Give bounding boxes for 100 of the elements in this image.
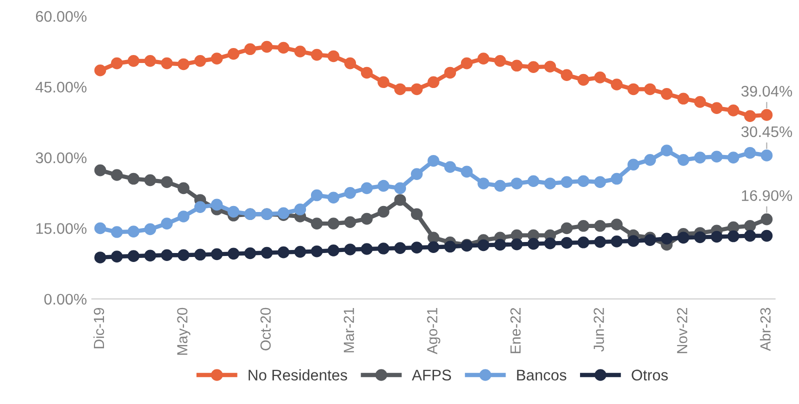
point — [228, 48, 240, 60]
point — [260, 40, 273, 53]
point — [128, 250, 140, 262]
point — [560, 236, 573, 249]
point — [210, 198, 223, 211]
point — [644, 234, 656, 246]
point — [394, 83, 406, 96]
point — [428, 154, 440, 167]
point — [94, 252, 106, 264]
point — [610, 78, 623, 90]
point — [510, 238, 523, 250]
point — [328, 218, 340, 230]
x-tick-label: Mar-21 — [344, 308, 354, 352]
point — [578, 236, 590, 248]
point — [428, 241, 440, 254]
point — [110, 169, 123, 181]
point — [760, 213, 773, 226]
point — [410, 168, 423, 180]
point — [478, 52, 490, 64]
data-label: 39.04% — [741, 86, 792, 97]
point — [694, 96, 706, 108]
point — [727, 230, 740, 242]
legend-label: Otros — [632, 370, 668, 380]
point — [544, 237, 556, 250]
point — [178, 210, 190, 222]
point — [228, 248, 240, 260]
legend-label: Bancos — [517, 370, 566, 380]
point — [94, 64, 106, 76]
point — [494, 238, 506, 251]
point — [727, 152, 740, 164]
point — [310, 245, 323, 258]
point — [360, 243, 373, 255]
legend-label: No Residentes — [248, 369, 348, 380]
point — [744, 110, 756, 122]
point — [344, 216, 356, 228]
point — [460, 57, 473, 70]
point — [328, 192, 340, 204]
point — [710, 102, 723, 114]
point — [594, 220, 606, 232]
point — [710, 230, 723, 243]
point — [394, 194, 406, 206]
point — [310, 218, 323, 230]
point — [610, 236, 623, 248]
point — [110, 57, 123, 70]
point — [544, 178, 556, 190]
y-tick-label: 15.00% — [36, 223, 86, 234]
point — [144, 223, 156, 236]
point — [510, 60, 523, 72]
point — [328, 50, 340, 62]
point — [594, 72, 606, 84]
point — [594, 176, 606, 188]
point — [660, 144, 673, 156]
point — [677, 154, 690, 166]
point — [378, 242, 390, 254]
point — [677, 92, 690, 105]
point — [628, 83, 640, 96]
point — [694, 231, 706, 244]
point — [344, 187, 356, 199]
y-tick-label: 60.00% — [36, 11, 86, 22]
y-tick-label: 0.00% — [44, 294, 86, 305]
x-tick-label: May-20 — [177, 308, 190, 355]
point — [444, 240, 456, 253]
point — [578, 220, 590, 232]
point — [144, 174, 156, 186]
point — [677, 232, 690, 244]
point — [528, 238, 540, 250]
point — [178, 249, 190, 262]
point — [178, 58, 190, 70]
point — [578, 74, 590, 86]
point — [727, 104, 740, 116]
point — [744, 230, 756, 242]
point — [578, 175, 590, 188]
data-label: 30.45% — [741, 126, 792, 138]
x-tick-label: Ago-21 — [427, 308, 440, 354]
point — [660, 232, 673, 245]
point — [410, 83, 423, 96]
point — [478, 178, 490, 190]
point — [244, 247, 256, 260]
y-tick-label: 45.00% — [36, 82, 86, 93]
point — [628, 235, 640, 247]
point — [194, 55, 206, 67]
point — [644, 83, 656, 96]
point — [160, 57, 173, 70]
point — [128, 55, 140, 67]
x-tick-label: Abr-23 — [760, 308, 771, 352]
point — [610, 218, 623, 230]
point — [344, 244, 356, 256]
point — [144, 55, 156, 67]
point — [94, 164, 106, 176]
point — [444, 66, 456, 79]
point — [428, 232, 440, 244]
point — [510, 178, 523, 190]
point — [328, 244, 340, 256]
point — [128, 226, 140, 238]
point — [460, 166, 473, 178]
data-label: 16.90% — [742, 190, 792, 202]
point — [278, 42, 290, 54]
point — [144, 250, 156, 262]
point — [194, 248, 206, 261]
point — [294, 246, 306, 258]
